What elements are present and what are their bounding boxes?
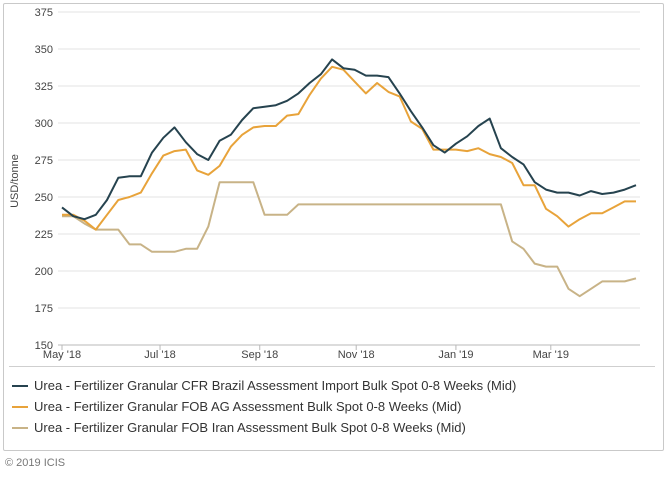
- legend-label: Urea - Fertilizer Granular FOB Iran Asse…: [34, 420, 466, 435]
- y-tick-label: 325: [35, 81, 53, 93]
- legend-item-ag[interactable]: Urea - Fertilizer Granular FOB AG Assess…: [9, 396, 655, 417]
- series-line[interactable]: [61, 58, 637, 221]
- x-tick-label: Nov '18: [338, 349, 375, 361]
- x-axis-ticks: May '18 Jul '18 Sep '18 Nov '18 Jan '19 Mar '…: [43, 345, 569, 361]
- legend-swatch: [12, 384, 28, 387]
- copyright-notice: © 2019 ICIS: [5, 457, 66, 469]
- y-axis-label: USD/tonne: [9, 154, 21, 208]
- legend-label: Urea - Fertilizer Granular CFR Brazil As…: [34, 378, 517, 393]
- x-tick-label: Jan '19: [438, 349, 473, 361]
- gridlines: [58, 11, 640, 346]
- x-tick-label: Jul '18: [144, 349, 175, 361]
- y-tick-label: 225: [35, 229, 53, 241]
- chart-frame: [3, 3, 664, 451]
- legend-label: Urea - Fertilizer Granular FOB AG Assess…: [34, 399, 462, 414]
- legend-swatch: [12, 405, 28, 408]
- legend: Urea - Fertilizer Granular CFR Brazil As…: [9, 366, 655, 443]
- y-axis-ticks: 150 175 200 225 250 275 300 325 350 375: [35, 7, 53, 352]
- y-tick-label: 150: [35, 340, 53, 352]
- x-tick-label: Mar '19: [533, 349, 569, 361]
- x-tick-label: Sep '18: [241, 349, 278, 361]
- y-tick-label: 275: [35, 155, 53, 167]
- y-tick-label: 200: [35, 266, 53, 278]
- x-tick-label: May '18: [43, 349, 81, 361]
- legend-swatch: [12, 426, 28, 429]
- series-lines: [61, 58, 637, 298]
- line-chart: 150 175 200 225 250 275 300 325 350 375 May '18 Ju…: [9, 7, 640, 361]
- series-line[interactable]: [62, 181, 637, 298]
- y-tick-label: 250: [35, 192, 53, 204]
- y-tick-label: 375: [35, 7, 53, 19]
- legend-item-brazil[interactable]: Urea - Fertilizer Granular CFR Brazil As…: [9, 375, 655, 396]
- y-tick-label: 350: [35, 44, 53, 56]
- y-tick-label: 300: [35, 118, 53, 130]
- series-line[interactable]: [62, 65, 636, 231]
- legend-item-iran[interactable]: Urea - Fertilizer Granular FOB Iran Asse…: [9, 417, 655, 438]
- y-tick-label: 175: [35, 303, 53, 315]
